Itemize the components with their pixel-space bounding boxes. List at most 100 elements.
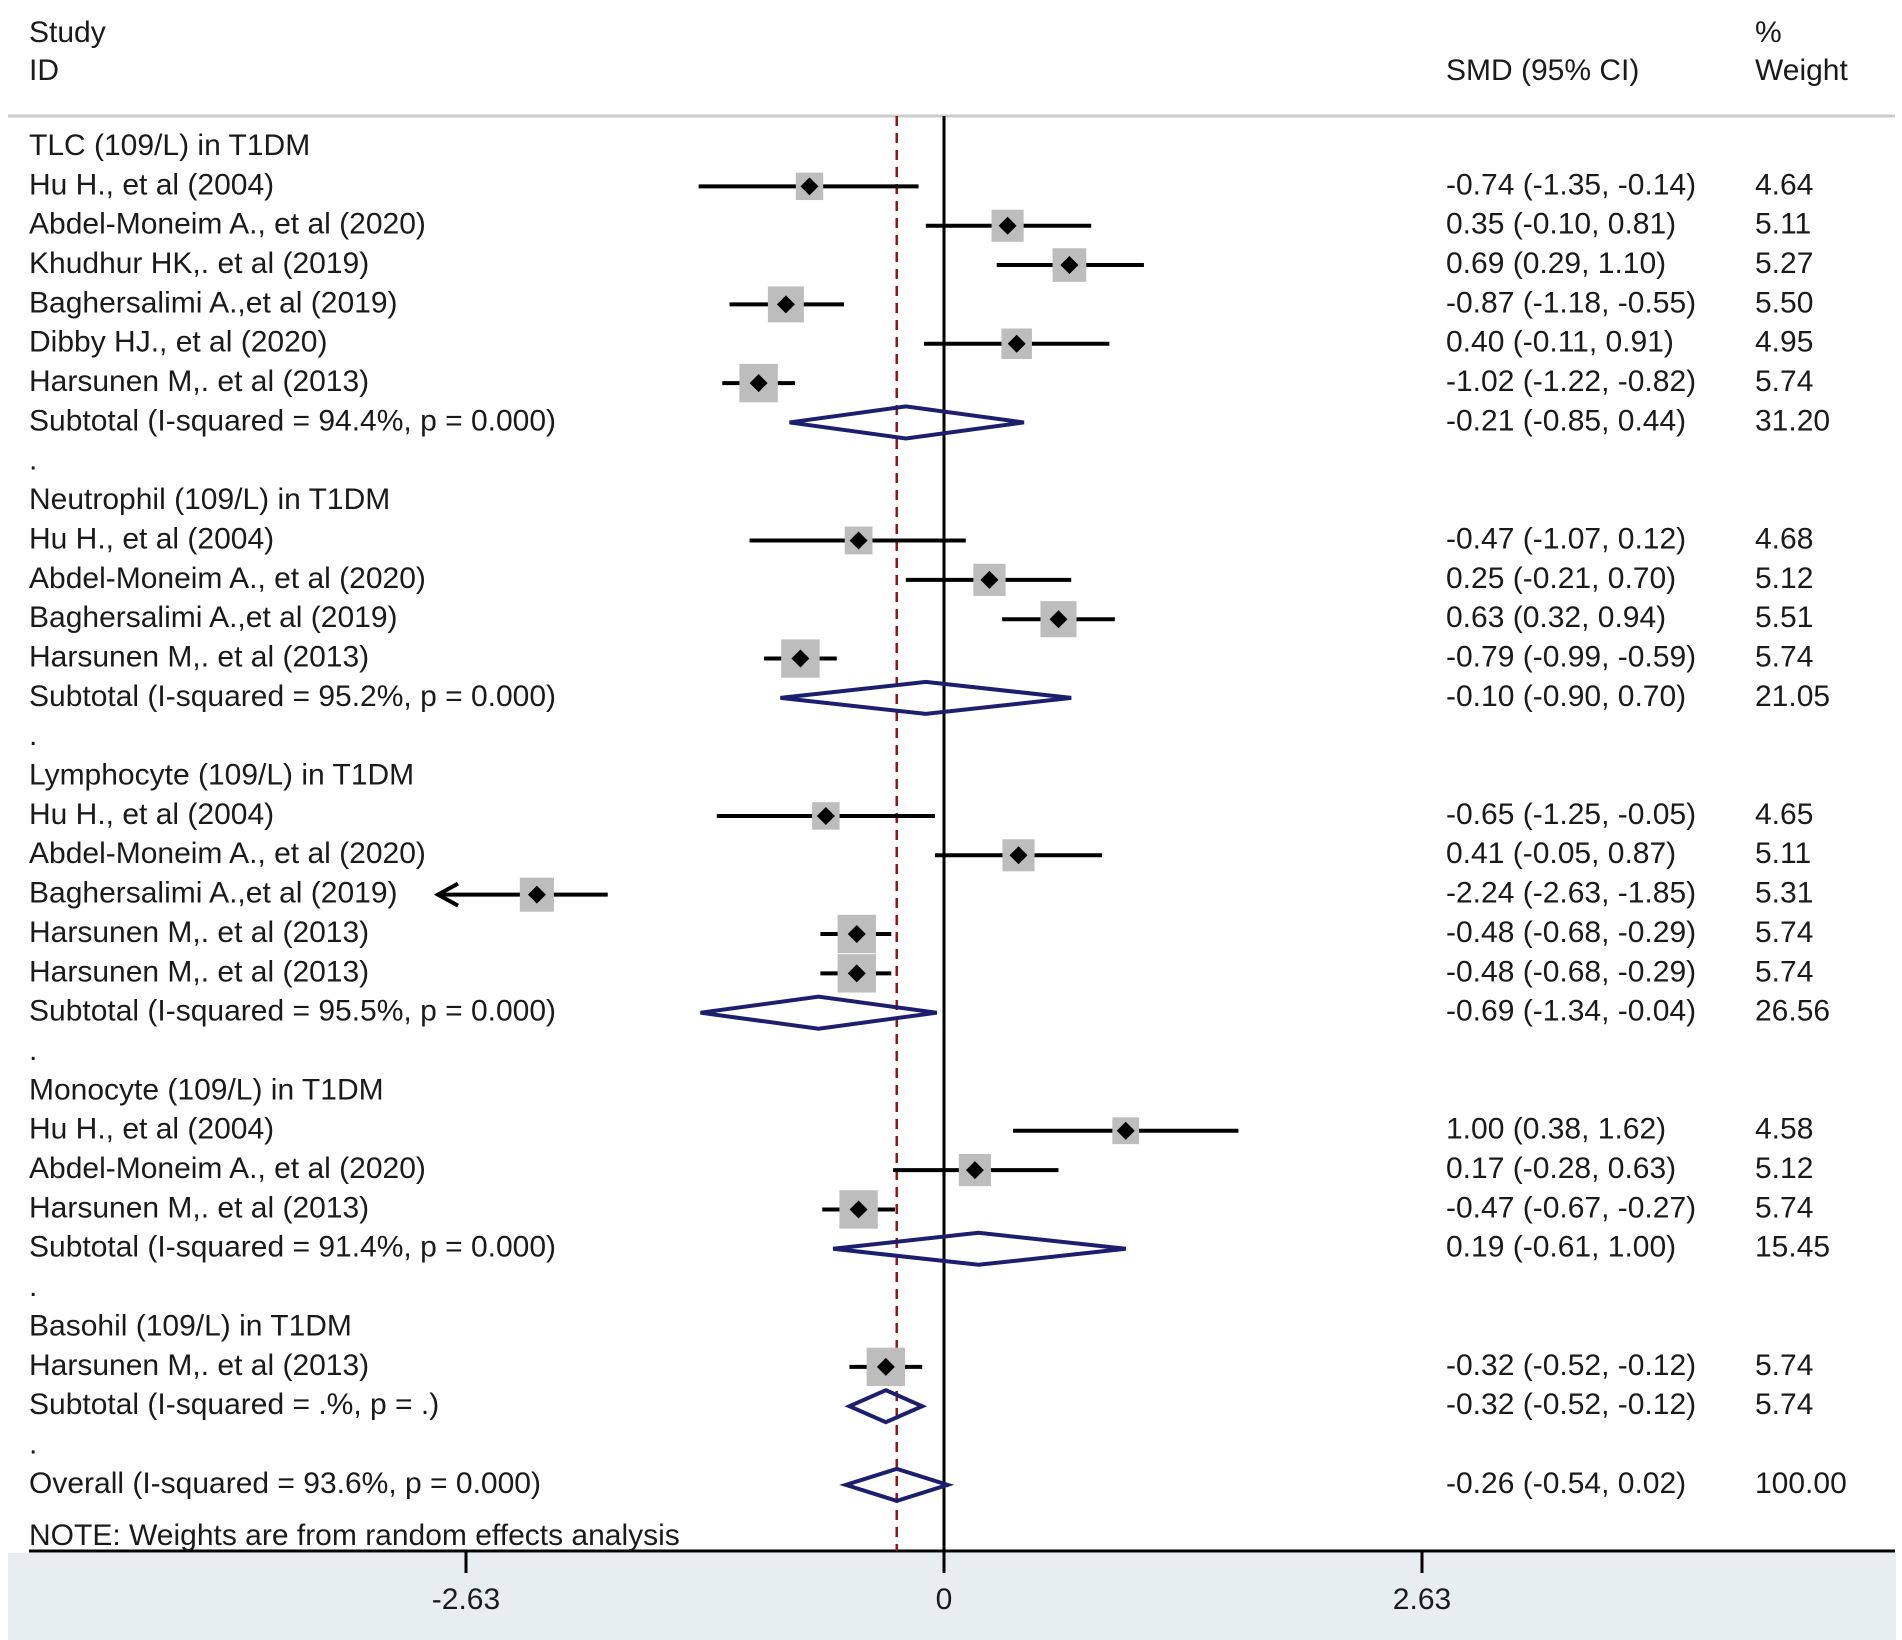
x-axis-band (8, 1553, 1896, 1640)
study-ci-value: -2.24 (-2.63, -1.85) (1446, 877, 1696, 910)
group-separator: . (29, 1427, 37, 1460)
study-weight-value: 5.74 (1755, 1349, 1813, 1382)
x-tick-label: 0 (936, 1583, 953, 1616)
study-label: Abdel-Moneim A., et al (2020) (29, 208, 426, 241)
study-weight-value: 4.64 (1755, 168, 1813, 201)
subtotal-diamond (700, 994, 937, 1031)
study-weight-value: 5.27 (1755, 247, 1813, 280)
study-label: Hu H., et al (2004) (29, 798, 274, 831)
study-weight-value: 5.74 (1755, 365, 1813, 398)
point-estimate (965, 1161, 984, 1180)
study-weight-value: 5.50 (1755, 286, 1813, 319)
point-estimate (1007, 334, 1026, 353)
group-label: Neutrophil (109/L) in T1DM (29, 483, 390, 516)
study-ci-value: -0.79 (-0.99, -0.59) (1446, 640, 1696, 673)
study-label: Abdel-Moneim A., et al (2020) (29, 1152, 426, 1185)
point-estimate (1009, 846, 1028, 865)
group-separator: . (29, 444, 37, 477)
study-ci-value: -0.65 (-1.25, -0.05) (1446, 798, 1696, 831)
point-estimate (849, 531, 868, 550)
study-label: Abdel-Moneim A., et al (2020) (29, 837, 426, 870)
point-estimate (776, 295, 795, 314)
subtotal-label: Subtotal (I-squared = 91.4%, p = 0.000) (29, 1231, 556, 1264)
study-weight-value: 4.65 (1755, 798, 1813, 831)
study-weight-value: 5.11 (1755, 837, 1811, 870)
study-ci-value: 0.40 (-0.11, 0.91) (1446, 326, 1674, 359)
header-weight: Weight (1755, 54, 1848, 87)
study-ci-value: -0.74 (-1.35, -0.14) (1446, 168, 1696, 201)
group-label: Monocyte (109/L) in T1DM (29, 1073, 384, 1106)
study-ci-value: -0.47 (-0.67, -0.27) (1446, 1191, 1696, 1224)
subtotal-ci-value: -0.69 (-1.34, -0.04) (1446, 995, 1696, 1028)
x-tick-label: -2.63 (432, 1583, 500, 1616)
subtotal-label: Subtotal (I-squared = .%, p = .) (29, 1388, 439, 1421)
point-estimate (800, 177, 819, 196)
subtotal-weight-value: 15.45 (1755, 1231, 1830, 1264)
study-label: Abdel-Moneim A., et al (2020) (29, 562, 426, 595)
point-estimate (791, 649, 810, 668)
study-weight-value: 5.11 (1755, 208, 1811, 241)
header-id: ID (29, 54, 59, 87)
study-weight-value: 5.74 (1755, 640, 1813, 673)
study-ci-value: 0.41 (-0.05, 0.87) (1446, 837, 1676, 870)
header-weight-percent: % (1755, 16, 1782, 49)
study-weight-value: 4.95 (1755, 326, 1813, 359)
header-smd: SMD (95% CI) (1446, 54, 1639, 87)
study-ci-value: 0.35 (-0.10, 0.81) (1446, 208, 1676, 241)
study-ci-value: -0.32 (-0.52, -0.12) (1446, 1349, 1696, 1382)
subtotal-diamond (789, 404, 1025, 441)
study-weight-value: 5.74 (1755, 916, 1813, 949)
study-ci-value: 0.25 (-0.21, 0.70) (1446, 562, 1676, 595)
point-estimate (876, 1357, 895, 1376)
point-estimate (1116, 1121, 1135, 1140)
subtotal-diamond (780, 679, 1072, 716)
point-estimate (1060, 256, 1079, 275)
point-estimate (1049, 610, 1068, 629)
study-weight-value: 5.51 (1755, 601, 1813, 634)
subtotal-label: Subtotal (I-squared = 94.4%, p = 0.000) (29, 404, 556, 437)
point-estimate (998, 216, 1017, 235)
study-ci-value: -0.48 (-0.68, -0.29) (1446, 916, 1696, 949)
ci-truncation-arrow (433, 881, 459, 908)
subtotal-weight-value: 21.05 (1755, 680, 1830, 713)
study-label: Hu H., et al (2004) (29, 1113, 274, 1146)
point-estimate (849, 1200, 868, 1219)
subtotal-ci-value: -0.21 (-0.85, 0.44) (1446, 404, 1686, 437)
point-estimate (527, 885, 546, 904)
group-separator: . (29, 1270, 37, 1303)
study-weight-value: 5.74 (1755, 955, 1813, 988)
header-study: Study (29, 16, 106, 49)
group-label: Lymphocyte (109/L) in T1DM (29, 759, 414, 792)
subtotal-label: Subtotal (I-squared = 95.5%, p = 0.000) (29, 995, 556, 1028)
study-label: Khudhur HK,. et al (2019) (29, 247, 369, 280)
subtotal-weight-value: 31.20 (1755, 404, 1830, 437)
forest-row-labels: TLC (109/L) in T1DM Hu H., et al (2004) -0… (29, 129, 1847, 1500)
study-weight-value: 5.31 (1755, 877, 1813, 910)
group-label: TLC (109/L) in T1DM (29, 129, 310, 162)
study-label: Baghersalimi A.,et al (2019) (29, 601, 398, 634)
footnote: NOTE: Weights are from random effects an… (29, 1519, 680, 1552)
study-ci-value: 0.69 (0.29, 1.10) (1446, 247, 1666, 280)
study-weight-value: 4.58 (1755, 1113, 1813, 1146)
study-weight-value: 5.12 (1755, 562, 1813, 595)
point-estimate (749, 374, 768, 393)
study-label: Baghersalimi A.,et al (2019) (29, 877, 398, 910)
overall-diamond (839, 1466, 955, 1503)
study-label: Dibby HJ., et al (2020) (29, 326, 327, 359)
subtotal-label: Subtotal (I-squared = 95.2%, p = 0.000) (29, 680, 556, 713)
point-estimate (980, 570, 999, 589)
point-estimate (847, 964, 866, 983)
study-label: Harsunen M,. et al (2013) (29, 1349, 369, 1382)
study-label: Harsunen M,. et al (2013) (29, 916, 369, 949)
subtotal-ci-value: 0.19 (-0.61, 1.00) (1446, 1231, 1676, 1264)
group-separator: . (29, 1034, 37, 1067)
point-estimate (847, 925, 866, 943)
study-label: Harsunen M,. et al (2013) (29, 1191, 369, 1224)
study-ci-value: -0.48 (-0.68, -0.29) (1446, 955, 1696, 988)
study-label: Hu H., et al (2004) (29, 168, 274, 201)
study-ci-value: 0.17 (-0.28, 0.63) (1446, 1152, 1676, 1185)
study-label: Hu H., et al (2004) (29, 522, 274, 555)
subtotal-ci-value: -0.10 (-0.90, 0.70) (1446, 680, 1686, 713)
point-estimate (816, 806, 835, 825)
